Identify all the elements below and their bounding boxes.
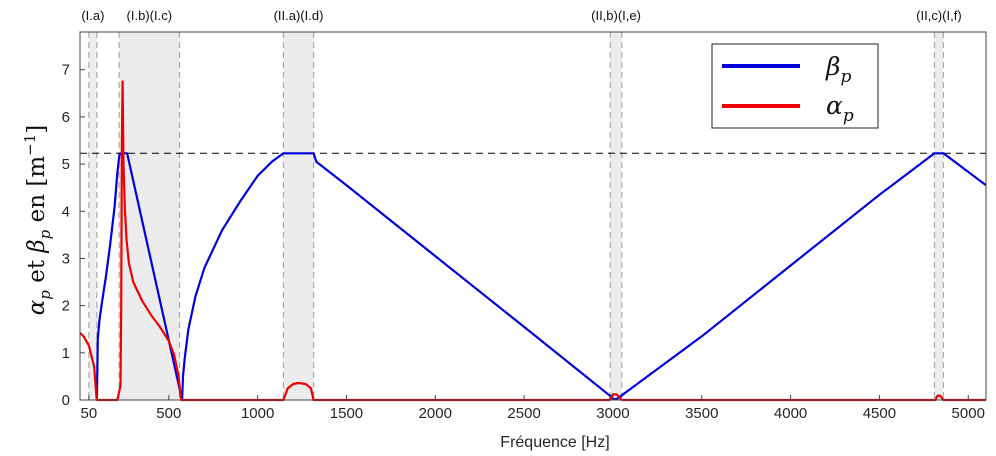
legend-label-alpha: αp	[826, 91, 854, 126]
x-tick-label-2: 1000	[241, 405, 274, 422]
legend: βp αp	[711, 43, 879, 129]
legend-beta-sub: p	[840, 67, 851, 87]
y-label-beta-sub: p	[36, 229, 54, 239]
x-tick-label-6: 3000	[596, 405, 629, 422]
y-label-alpha: α	[24, 299, 50, 315]
x-tick-label-5: 2500	[507, 405, 540, 422]
band-label-1: (I.b)(I.c)	[127, 8, 173, 23]
legend-box	[711, 43, 879, 129]
band-4	[934, 32, 944, 400]
x-tick-label-4: 2000	[419, 405, 452, 422]
y-tick-label-0: 0	[62, 392, 70, 409]
y-label-mid: et	[24, 253, 50, 290]
x-tick-label-1: 500	[156, 405, 181, 422]
x-tick-label-8: 4000	[774, 405, 807, 422]
y-tick-label-4: 4	[62, 203, 70, 220]
band-label-3: (II,b)(I,e)	[591, 8, 641, 23]
y-label-beta: β	[24, 239, 50, 253]
y-tick-label-6: 6	[62, 109, 70, 126]
band-labels: (I.a) (I.b)(I.c) (II.a)(I.d) (II,b)(I,e) (II…	[81, 8, 961, 23]
legend-label-beta: βp	[825, 52, 851, 87]
band-label-4: (II,c)(I,f)	[916, 8, 962, 23]
legend-beta-name: β	[825, 52, 840, 81]
band-label-2: (II.a)(I.d)	[274, 8, 324, 23]
x-tick-label-10: 5000	[952, 405, 985, 422]
plot-frame	[79, 31, 987, 401]
series-lines	[79, 80, 987, 402]
y-tick-label-5: 5	[62, 156, 70, 173]
band-3	[610, 32, 622, 400]
x-axis-ticks: 50 500 1000 1500 2000 2500 3000 3500 4000 4500 500…	[81, 395, 985, 422]
band-2	[283, 32, 314, 400]
x-axis-label: Fréquence [Hz]	[500, 434, 609, 451]
y-axis-ticks: 0 1 2 3 4 5 6 7	[62, 62, 85, 409]
y-label-unit-exp: −1	[21, 134, 39, 156]
y-label-unit: en [m	[24, 156, 50, 230]
legend-alpha-sub: p	[843, 106, 854, 126]
y-tick-label-3: 3	[62, 250, 70, 267]
y-axis-label: αp et βp en [m−1]	[21, 125, 54, 316]
series-line-beta	[95, 152, 987, 402]
y-label-alpha-sub: p	[36, 290, 54, 300]
series-line-alpha	[79, 80, 986, 402]
legend-alpha-name: α	[826, 91, 843, 120]
y-tick-label-7: 7	[62, 62, 70, 79]
y-tick-label-1: 1	[62, 345, 70, 362]
band-label-0: (I.a)	[81, 8, 104, 23]
x-tick-label-3: 1500	[330, 405, 363, 422]
y-tick-label-2: 2	[62, 298, 70, 315]
x-tick-label-0: 50	[81, 405, 98, 422]
x-tick-label-9: 4500	[863, 405, 896, 422]
band-0	[88, 32, 97, 400]
y-label-close: ]	[24, 125, 50, 134]
x-tick-label-7: 3500	[685, 405, 718, 422]
